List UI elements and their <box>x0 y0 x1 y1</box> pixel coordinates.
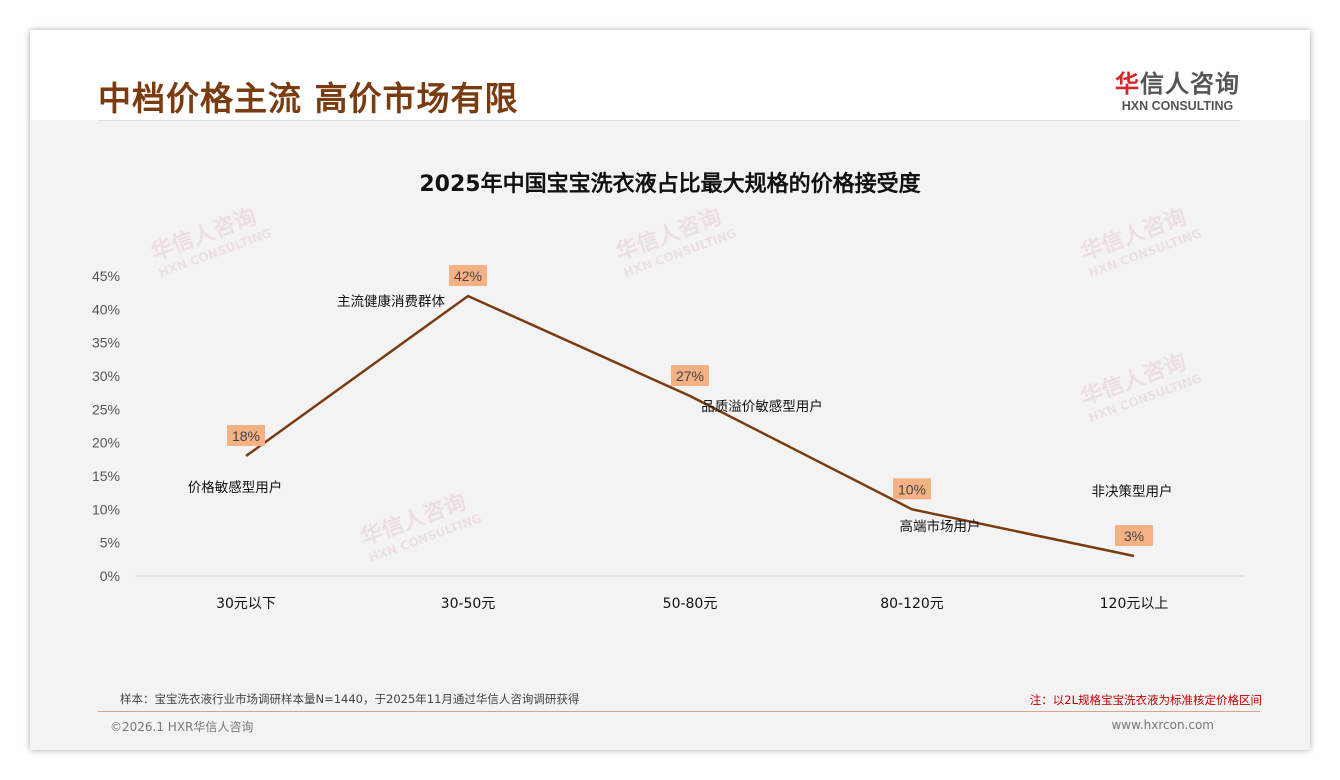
y-tick-label: 35% <box>92 335 120 351</box>
website: www.hxrcon.com <box>1111 718 1214 732</box>
y-tick-label: 25% <box>92 401 120 417</box>
logo-mark: 华 <box>1115 70 1140 98</box>
y-tick-label: 20% <box>92 435 120 451</box>
y-tick-label: 10% <box>92 501 120 517</box>
annotation: 非决策型用户 <box>1092 483 1173 500</box>
sample-note: 样本：宝宝洗衣液行业市场调研样本量N=1440，于2025年11月通过华信人咨询… <box>120 692 580 706</box>
annotation: 主流健康消费群体 <box>337 293 445 310</box>
data-label-bg <box>449 265 487 286</box>
y-tick-label: 15% <box>92 468 120 484</box>
logo-text: 信人咨询 <box>1140 70 1240 98</box>
footer-divider <box>98 711 1260 712</box>
data-label: 27% <box>676 368 704 384</box>
data-label-bg <box>893 478 931 500</box>
x-tick-label: 80-120元 <box>880 596 944 612</box>
line-chart: 0% 5% 10% 15% 20% 25% 30% 35% 40% 45% 30元以下 30-50元 5… <box>92 265 1245 612</box>
x-tick-label: 120元以上 <box>1100 596 1169 612</box>
data-label: 10% <box>898 481 926 497</box>
data-label-bg <box>671 365 709 386</box>
annotation: 高端市场用户 <box>900 518 981 535</box>
price-note: 注：以2L规格宝宝洗衣液为标准核定价格区间 <box>1029 693 1262 707</box>
data-label-bg <box>227 425 265 446</box>
page-title: 中档价格主流 高价市场有限 <box>98 79 519 118</box>
slide: 中档价格主流 高价市场有限 华信人咨询 HXN CONSULTING 华信人咨询… <box>30 30 1310 750</box>
annotation: 价格敏感型用户 <box>188 479 283 496</box>
copyright: ©2026.1 HXR华信人咨询 <box>110 720 254 734</box>
y-tick-label: 45% <box>92 268 120 284</box>
data-label-bg <box>1115 525 1153 546</box>
data-label: 3% <box>1124 528 1144 544</box>
header-divider <box>98 120 1240 121</box>
x-tick-label: 30-50元 <box>441 596 496 612</box>
x-tick-label: 50-80元 <box>663 596 718 612</box>
series-line <box>245 294 1135 558</box>
x-tick-label: 30元以下 <box>216 596 276 612</box>
logo-subtext: HXN CONSULTING <box>1121 99 1234 113</box>
header: 中档价格主流 高价市场有限 华信人咨询 HXN CONSULTING <box>30 30 1310 120</box>
y-tick-label: 40% <box>92 301 120 317</box>
y-tick-label: 5% <box>100 535 120 551</box>
annotation: 品质溢价敏感型用户 <box>701 398 823 415</box>
logo: 华信人咨询 HXN CONSULTING <box>1115 64 1240 113</box>
y-tick-label: 30% <box>92 368 120 384</box>
data-label: 18% <box>232 428 260 444</box>
chart-title: 2025年中国宝宝洗衣液占比最大规格的价格接受度 <box>419 172 921 197</box>
y-tick-label: 0% <box>100 568 120 584</box>
data-label: 42% <box>454 268 482 284</box>
